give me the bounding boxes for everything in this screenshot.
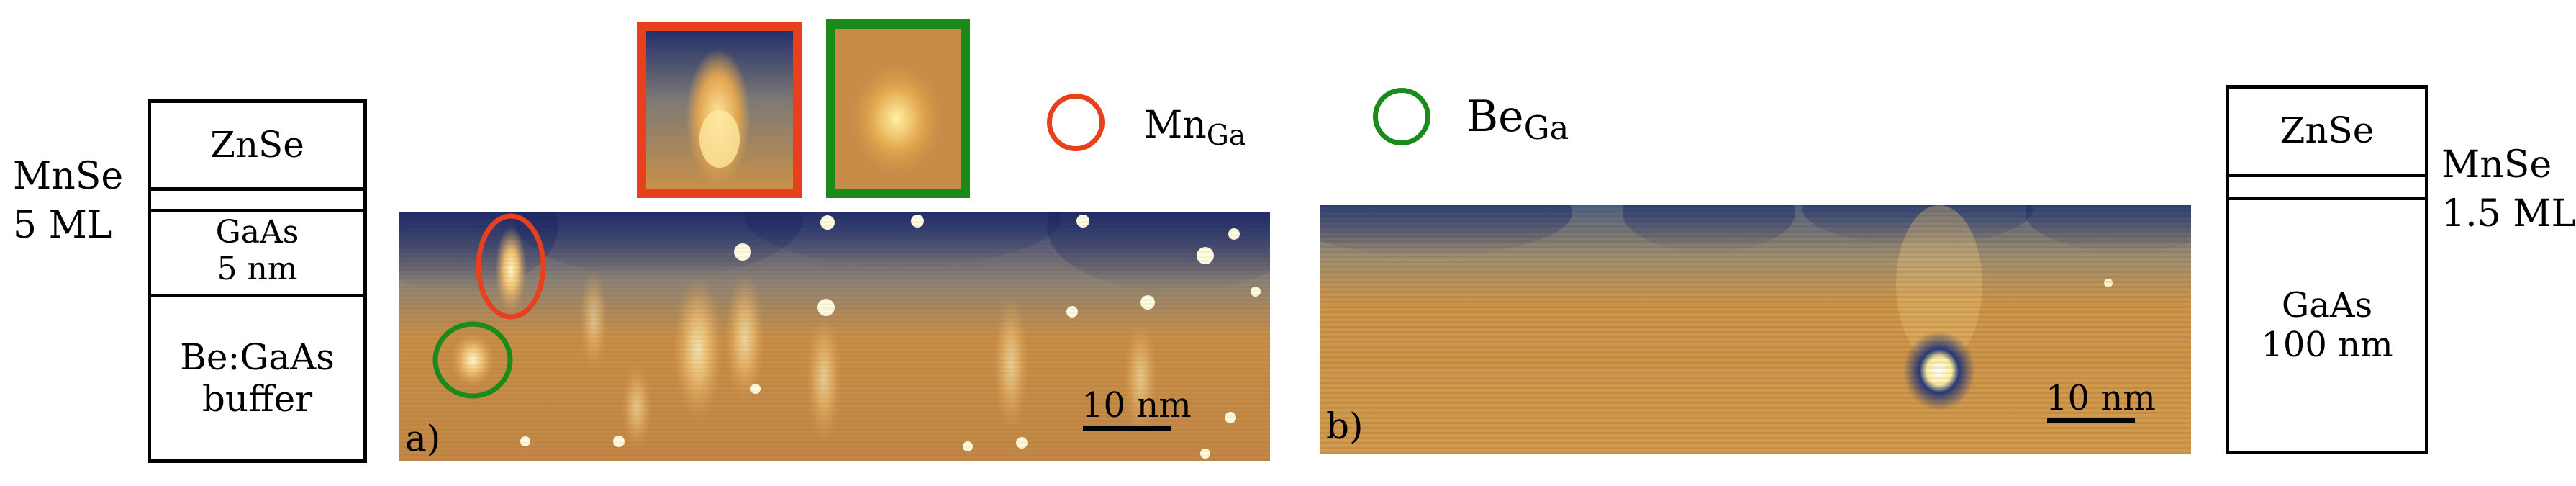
left-layer-stack: ZnSe GaAs 5 nm Be:GaAs buffer (148, 99, 367, 463)
mn-legend-sub: Ga (1206, 119, 1246, 152)
right-divider-2 (2229, 197, 2425, 200)
mn-legend-label: MnGa (1144, 104, 1246, 150)
mn-inset (637, 22, 802, 198)
right-layer-gaas: GaAs 100 nm (2229, 200, 2425, 451)
right-divider-1 (2229, 174, 2425, 177)
left-layer-buffer-name: Be:GaAs (180, 336, 335, 378)
stm-image-a: a) 10 nm (399, 212, 1270, 461)
right-stack-side-label: MnSe 1.5 ML (2441, 141, 2576, 238)
stm-image-b: b) 10 nm (1320, 205, 2191, 454)
stm-image-a-graphic (399, 212, 1270, 461)
left-layer-gaas-thickness: 5 nm (217, 251, 298, 287)
be-defect-marker (432, 321, 513, 399)
panel-b-label: b) (1326, 405, 1364, 447)
left-divider-2 (151, 209, 363, 212)
be-inset-image (835, 29, 961, 189)
left-divider-3 (151, 294, 363, 297)
be-legend-marker (1373, 88, 1430, 145)
mn-legend-marker (1047, 94, 1105, 151)
be-inset (826, 19, 970, 198)
left-layer-gaas-name: GaAs (215, 214, 299, 251)
left-layer-gaas: GaAs 5 nm (151, 212, 363, 290)
left-divider-1 (151, 187, 363, 191)
left-side-label-line2: 5 ML (13, 203, 112, 247)
left-layer-znse: ZnSe (210, 123, 304, 166)
right-layer-stack: ZnSe GaAs 100 nm (2226, 85, 2428, 454)
right-layer-gaas-thickness: 100 nm (2261, 325, 2393, 365)
mn-inset-image (646, 31, 793, 189)
be-legend-sub: Ga (1523, 109, 1569, 148)
be-legend-label: BeGa (1466, 95, 1569, 144)
right-side-label-line2: 1.5 ML (2441, 192, 2576, 235)
panel-a-scale-label: 10 nm (1081, 385, 1192, 426)
panel-a-label: a) (405, 418, 441, 459)
right-layer-znse: ZnSe (2280, 109, 2375, 152)
panel-b-scale-label: 10 nm (2046, 378, 2156, 418)
be-legend-base: Be (1466, 91, 1524, 142)
left-layer-buffer-desc: buffer (201, 377, 313, 420)
panel-a-scale-bar (1083, 426, 1171, 431)
left-layer-buffer: Be:GaAs buffer (151, 297, 363, 459)
left-side-label-line1: MnSe (13, 155, 124, 198)
mn-legend-base: Mn (1144, 104, 1207, 147)
mn-defect-marker (476, 213, 546, 320)
stm-image-b-graphic (1320, 205, 2191, 454)
left-stack-side-label: MnSe 5 ML (13, 153, 123, 250)
panel-b-scale-bar (2047, 418, 2135, 423)
right-side-label-line1: MnSe (2441, 143, 2552, 186)
right-layer-gaas-name: GaAs (2281, 284, 2373, 325)
